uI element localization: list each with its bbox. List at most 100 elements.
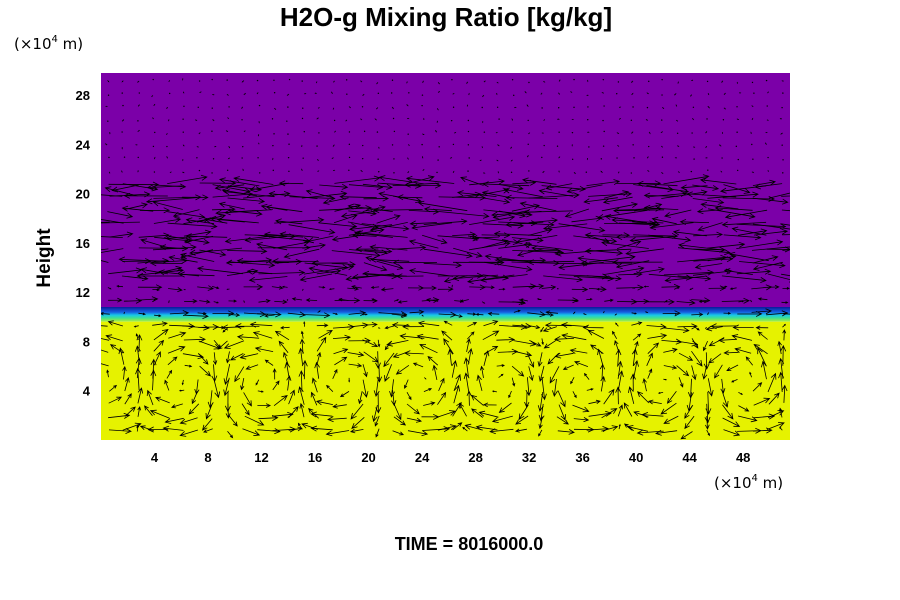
wind-vector <box>374 415 380 427</box>
wind-vector <box>698 300 707 303</box>
wind-vector <box>511 365 525 377</box>
wind-vector <box>406 104 409 107</box>
wind-vector <box>768 192 790 199</box>
wind-vector <box>677 81 679 84</box>
wind-vector <box>630 119 633 122</box>
wind-vector <box>146 184 183 191</box>
wind-vector <box>226 94 230 96</box>
wind-vector <box>137 156 139 159</box>
wind-vector <box>257 244 311 251</box>
wind-vector <box>124 393 132 405</box>
wind-vector <box>755 325 769 330</box>
wind-vector <box>782 249 790 251</box>
wind-vector <box>139 425 154 432</box>
wind-vector <box>196 266 243 275</box>
x-tick-label: 8 <box>204 450 211 465</box>
wind-vector <box>272 144 274 147</box>
wind-vector <box>228 415 238 427</box>
wind-vector <box>511 377 516 387</box>
wind-vector <box>731 226 767 236</box>
wind-vector <box>152 321 168 327</box>
wind-vector <box>438 410 456 418</box>
wind-vector <box>423 206 452 213</box>
wind-vector <box>362 144 364 147</box>
wind-vector <box>241 119 243 121</box>
wind-vector <box>723 107 727 110</box>
wind-vector <box>166 145 168 148</box>
wind-vector <box>618 118 622 120</box>
wind-vector <box>331 250 381 258</box>
wind-vector <box>386 340 409 347</box>
wind-vector <box>347 286 360 291</box>
wind-vector <box>736 106 738 108</box>
wind-vector <box>222 189 275 198</box>
wind-vector <box>271 285 284 290</box>
wind-vector <box>107 94 110 96</box>
wind-vector <box>421 314 424 317</box>
wind-vector <box>437 272 484 279</box>
wind-vector <box>557 429 575 435</box>
wind-vector <box>526 104 529 107</box>
wind-vector <box>105 334 123 342</box>
wind-vector <box>603 105 605 107</box>
wind-vector <box>451 79 453 81</box>
wind-vector <box>136 273 183 279</box>
time-label: TIME = 8016000.0 <box>395 534 544 554</box>
wind-vector <box>408 144 410 147</box>
wind-vector <box>543 144 545 147</box>
x-axis-ticks: 4 8 12 16 20 24 28 32 36 40 44 48 <box>151 450 751 465</box>
wind-vector <box>468 157 470 159</box>
wind-vector <box>781 195 790 197</box>
wind-vector <box>557 287 559 290</box>
wind-vector <box>510 146 513 149</box>
wind-vector <box>435 130 438 133</box>
wind-vector <box>541 285 557 290</box>
wind-vector <box>489 428 514 435</box>
wind-vector <box>149 409 170 419</box>
wind-vector <box>777 340 782 355</box>
wind-vector <box>644 311 649 314</box>
wind-vector <box>577 255 618 263</box>
wind-vector <box>573 172 576 175</box>
wind-vector <box>213 301 220 304</box>
wind-vector <box>362 379 369 398</box>
wind-vector <box>229 353 244 361</box>
wind-vector <box>475 313 484 316</box>
wind-vector <box>254 346 274 353</box>
wind-vector <box>316 323 329 328</box>
wind-vector <box>600 170 603 173</box>
wind-vector <box>228 210 263 217</box>
wind-vector <box>288 224 336 235</box>
wind-vector <box>570 377 575 385</box>
y-tick-label: 28 <box>76 88 90 103</box>
wind-vector <box>371 298 377 301</box>
wind-vector <box>529 339 542 347</box>
wind-vector <box>538 429 543 437</box>
wind-vector <box>153 328 169 341</box>
wind-vector <box>101 338 110 341</box>
wind-vector <box>616 157 618 159</box>
wind-vector <box>384 364 392 382</box>
wind-vector <box>498 118 500 120</box>
wind-vector <box>121 92 123 94</box>
wind-vector <box>137 170 139 173</box>
wind-vector <box>690 79 694 81</box>
wind-vector <box>108 181 160 188</box>
wind-vector <box>452 143 455 146</box>
wind-vector <box>588 410 612 417</box>
wind-vector <box>697 222 723 232</box>
x-tick-label: 20 <box>361 450 375 465</box>
wind-vector <box>288 170 290 173</box>
wind-vector <box>538 188 574 197</box>
wind-vector <box>497 144 500 147</box>
wind-vector <box>647 170 650 172</box>
wind-vector <box>556 416 569 425</box>
x-tick-label: 32 <box>522 450 536 465</box>
wind-vector <box>273 79 275 81</box>
wind-vector <box>272 380 280 391</box>
wind-vector <box>586 298 593 301</box>
wind-vector <box>348 106 351 109</box>
wind-vector <box>721 297 750 304</box>
wind-vector <box>482 330 500 341</box>
wind-vector <box>423 262 463 269</box>
